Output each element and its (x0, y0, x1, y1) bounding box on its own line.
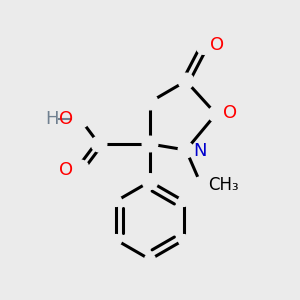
Text: O: O (59, 161, 74, 179)
Text: O: O (210, 36, 224, 54)
Circle shape (208, 106, 224, 122)
Circle shape (178, 196, 189, 206)
Circle shape (111, 196, 122, 206)
Circle shape (142, 136, 158, 152)
Text: O: O (224, 103, 238, 122)
Circle shape (91, 136, 107, 152)
Circle shape (178, 235, 189, 245)
Circle shape (193, 177, 209, 192)
Text: H: H (45, 110, 58, 128)
Circle shape (111, 235, 122, 245)
Circle shape (178, 142, 194, 158)
Text: O: O (59, 110, 74, 128)
Text: CH₃: CH₃ (208, 176, 239, 194)
Text: N: N (194, 142, 207, 160)
Circle shape (178, 73, 194, 89)
Circle shape (142, 174, 158, 189)
Circle shape (145, 176, 155, 187)
Circle shape (73, 112, 89, 128)
Circle shape (145, 254, 155, 265)
Circle shape (73, 160, 89, 176)
Circle shape (142, 94, 158, 110)
Circle shape (196, 39, 212, 54)
